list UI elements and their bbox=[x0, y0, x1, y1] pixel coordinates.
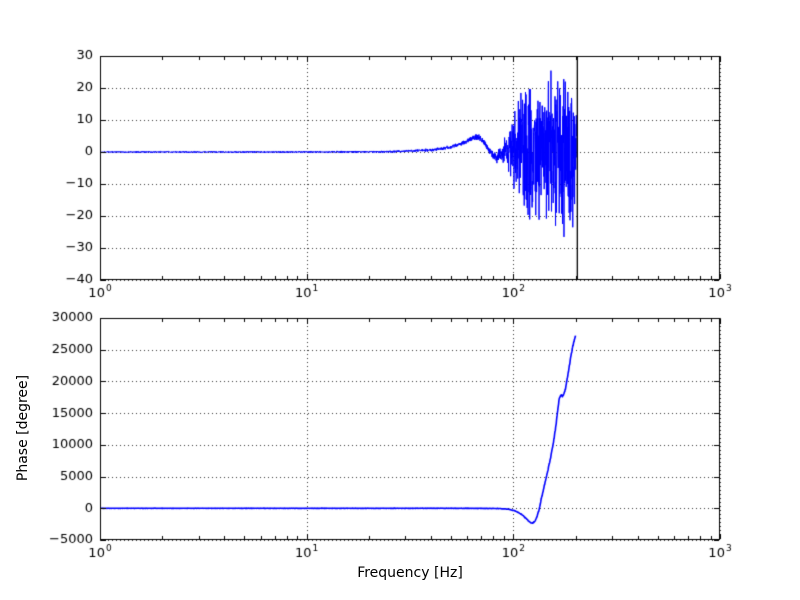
frequency-x-axis-label: Frequency [Hz] bbox=[357, 565, 463, 581]
phase-y-axis-label: Phase [degree] bbox=[15, 374, 31, 482]
